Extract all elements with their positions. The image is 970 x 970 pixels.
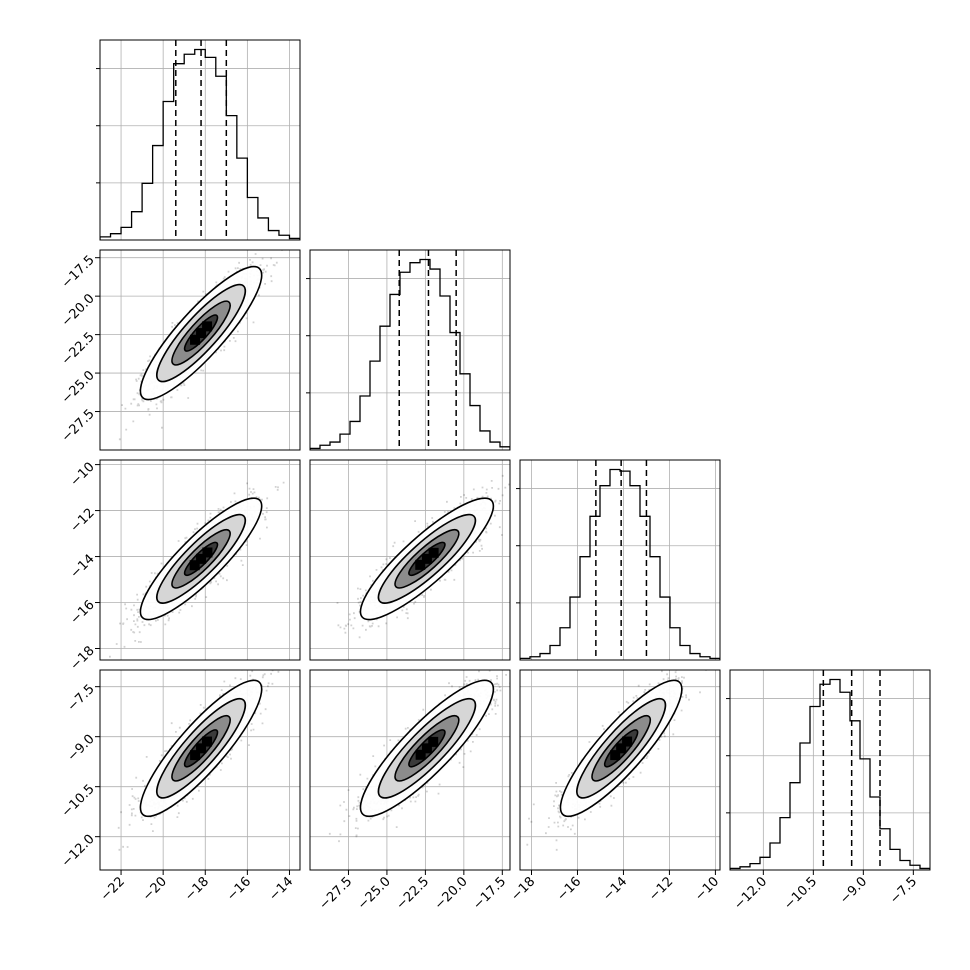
- hist-panel-2: [516, 459, 721, 661]
- xtick-label-2-3: −12: [646, 874, 676, 904]
- core-bin-3-2-2: [610, 750, 621, 761]
- core-bin-3-0-0: [201, 736, 212, 747]
- scatter-inner-3-1: [310, 670, 510, 870]
- xtick-label-3-3: −7.5: [887, 874, 920, 907]
- ytick-label-3-0: −12.0: [59, 832, 98, 871]
- core-bin-3-2-1: [616, 743, 627, 754]
- xtick-label-3-1: −10.5: [781, 874, 820, 913]
- xtick-label-2-4: −10: [692, 874, 722, 904]
- xtick-label-2-2: −14: [600, 874, 630, 904]
- density-core-2-0: [189, 547, 213, 571]
- core-bin-2-1-2: [415, 559, 426, 570]
- core-bin-3-0-1: [196, 743, 207, 754]
- hist-panel-1: [306, 249, 511, 451]
- xtick-label-1-0: −27.5: [317, 874, 356, 913]
- scatter-inner-2-1: [310, 460, 510, 660]
- core-bin-2-1-0: [428, 547, 439, 558]
- hist-frame-0: [99, 39, 301, 241]
- xtick-label-2-0: −18: [508, 874, 538, 904]
- density-core-2-1: [415, 547, 439, 570]
- scatter-panel-3-0: [99, 669, 301, 871]
- ytick-label-2-2: −14: [68, 552, 98, 582]
- ytick-label-1-3: −20.0: [59, 291, 98, 330]
- ytick-label-2-4: −10: [68, 460, 98, 490]
- scatter-panel-2-1: [309, 459, 511, 661]
- hist-panel-0: [96, 39, 301, 241]
- scatter-inner-1-0: [100, 250, 300, 450]
- xtick-label-1-4: −17.5: [470, 874, 509, 913]
- histogram-3: [730, 678, 930, 870]
- core-bin-3-0-2: [190, 750, 201, 761]
- density-core-3-2: [610, 736, 633, 761]
- core-bin-1-0-2: [190, 334, 201, 345]
- ytick-label-1-1: −25.0: [59, 368, 98, 407]
- panels-layer: [96, 39, 931, 871]
- core-bin-1-0-0: [202, 321, 213, 332]
- core-bin-2-0-1: [196, 553, 207, 564]
- scatter-inner-2-0: [100, 460, 300, 660]
- scatter-frame-3-1: [309, 669, 511, 871]
- xtick-label-0-1: −20: [140, 874, 170, 904]
- core-bin-2-0-0: [202, 547, 213, 558]
- scatter-panel-1-0: [99, 249, 301, 451]
- ytick-label-2-1: −16: [68, 598, 98, 628]
- scatter-frame-3-0: [99, 669, 301, 871]
- ytick-label-3-3: −7.5: [65, 682, 98, 715]
- ytick-label-3-2: −9.0: [65, 732, 98, 765]
- scatter-inner-3-0: [100, 670, 300, 870]
- core-bin-2-0-2: [189, 560, 200, 571]
- scatter-panel-2-0: [99, 459, 301, 661]
- xtick-label-0-2: −18: [182, 874, 212, 904]
- scatter-panel-3-2: [519, 669, 721, 871]
- density-core-1-0: [190, 321, 213, 345]
- histogram-1: [310, 258, 510, 450]
- ytick-label-1-0: −27.5: [59, 407, 98, 446]
- xtick-label-0-0: −22: [98, 874, 128, 904]
- core-bin-3-1-2: [415, 749, 426, 760]
- xtick-label-3-0: −12.0: [731, 874, 770, 913]
- hist-panel-3: [726, 669, 931, 871]
- scatter-frame-1-0: [99, 249, 301, 451]
- xtick-label-1-2: −22.5: [393, 874, 432, 913]
- scatter-frame-2-0: [99, 459, 301, 661]
- xtick-label-2-1: −16: [554, 874, 584, 904]
- ytick-label-1-4: −17.5: [59, 253, 98, 292]
- scatter-panel-3-1: [309, 669, 511, 871]
- scatter-inner-3-2: [520, 670, 720, 870]
- hist-frame-2: [519, 459, 721, 661]
- core-bin-3-1-1: [421, 743, 432, 754]
- core-bin-2-1-1: [421, 553, 432, 564]
- density-core-3-0: [190, 736, 212, 761]
- histogram-2: [520, 468, 720, 660]
- xtick-label-1-3: −20.0: [432, 874, 471, 913]
- ytick-label-2-0: −18: [68, 644, 98, 674]
- core-bin-3-2-0: [622, 736, 633, 747]
- core-bin-3-1-0: [428, 736, 439, 747]
- hist-frame-1: [309, 249, 511, 451]
- ytick-label-2-3: −12: [68, 506, 98, 536]
- density-core-3-1: [415, 736, 439, 760]
- xtick-label-0-4: −14: [266, 874, 296, 904]
- xtick-label-3-2: −9.0: [837, 874, 870, 907]
- xtick-label-1-1: −25.0: [355, 874, 394, 913]
- histogram-0: [100, 48, 300, 240]
- ytick-label-1-2: −22.5: [59, 330, 98, 369]
- scatter-frame-2-1: [309, 459, 511, 661]
- ytick-label-3-1: −10.5: [59, 782, 98, 821]
- hist-frame-3: [729, 669, 931, 871]
- core-bin-1-0-1: [196, 328, 207, 339]
- xtick-label-0-3: −16: [224, 874, 254, 904]
- scatter-frame-3-2: [519, 669, 721, 871]
